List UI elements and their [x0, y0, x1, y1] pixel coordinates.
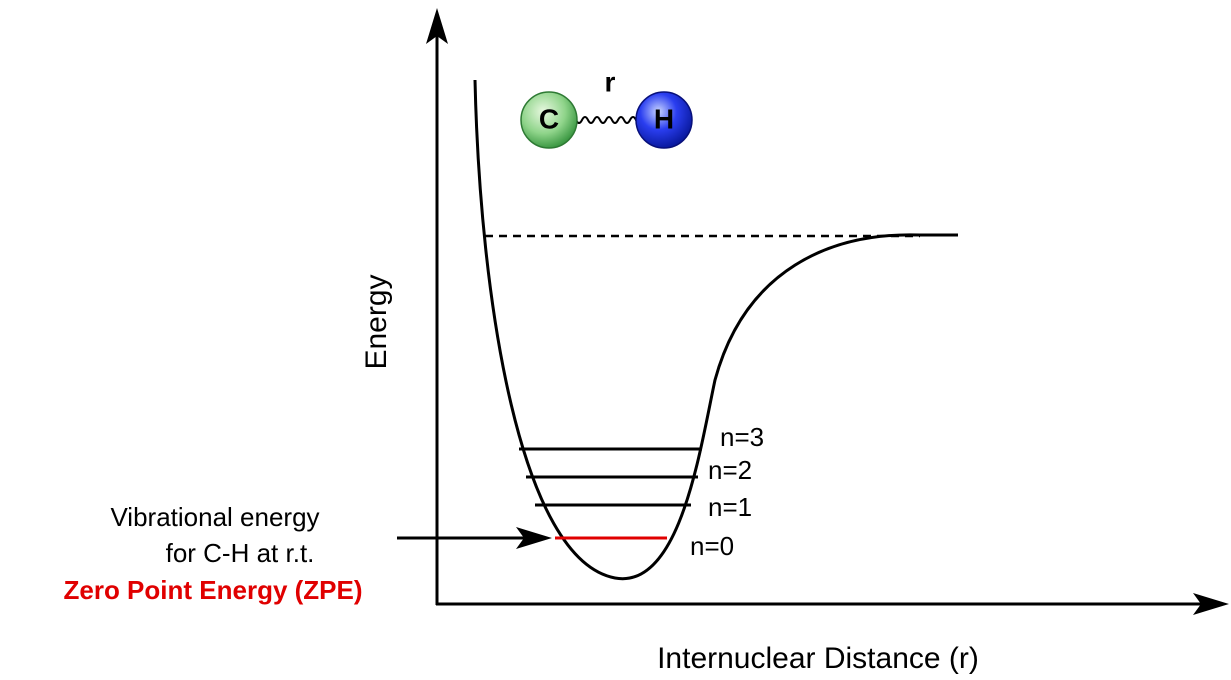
bond-label: r — [605, 66, 616, 97]
annotation-text: for C-H at r.t. — [166, 538, 315, 568]
x-axis-arrow — [1193, 593, 1229, 615]
annotation-text: Vibrational energy — [110, 502, 319, 532]
y-axis-arrow — [426, 8, 448, 44]
level-label: n=1 — [708, 492, 752, 522]
level-label: n=0 — [690, 531, 734, 561]
annotation-arrowhead — [516, 527, 552, 549]
zpe-label: Zero Point Energy (ZPE) — [63, 575, 362, 605]
level-label: n=3 — [720, 422, 764, 452]
potential-curve — [473, 79, 958, 581]
atom-label: C — [539, 103, 559, 134]
atom-label: H — [654, 103, 674, 134]
atom-c — [520, 91, 578, 149]
x-axis-label: Internuclear Distance (r) — [657, 642, 979, 675]
level-label: n=2 — [708, 455, 752, 485]
y-axis-label: Energy — [360, 274, 393, 369]
atom-h — [635, 91, 693, 149]
